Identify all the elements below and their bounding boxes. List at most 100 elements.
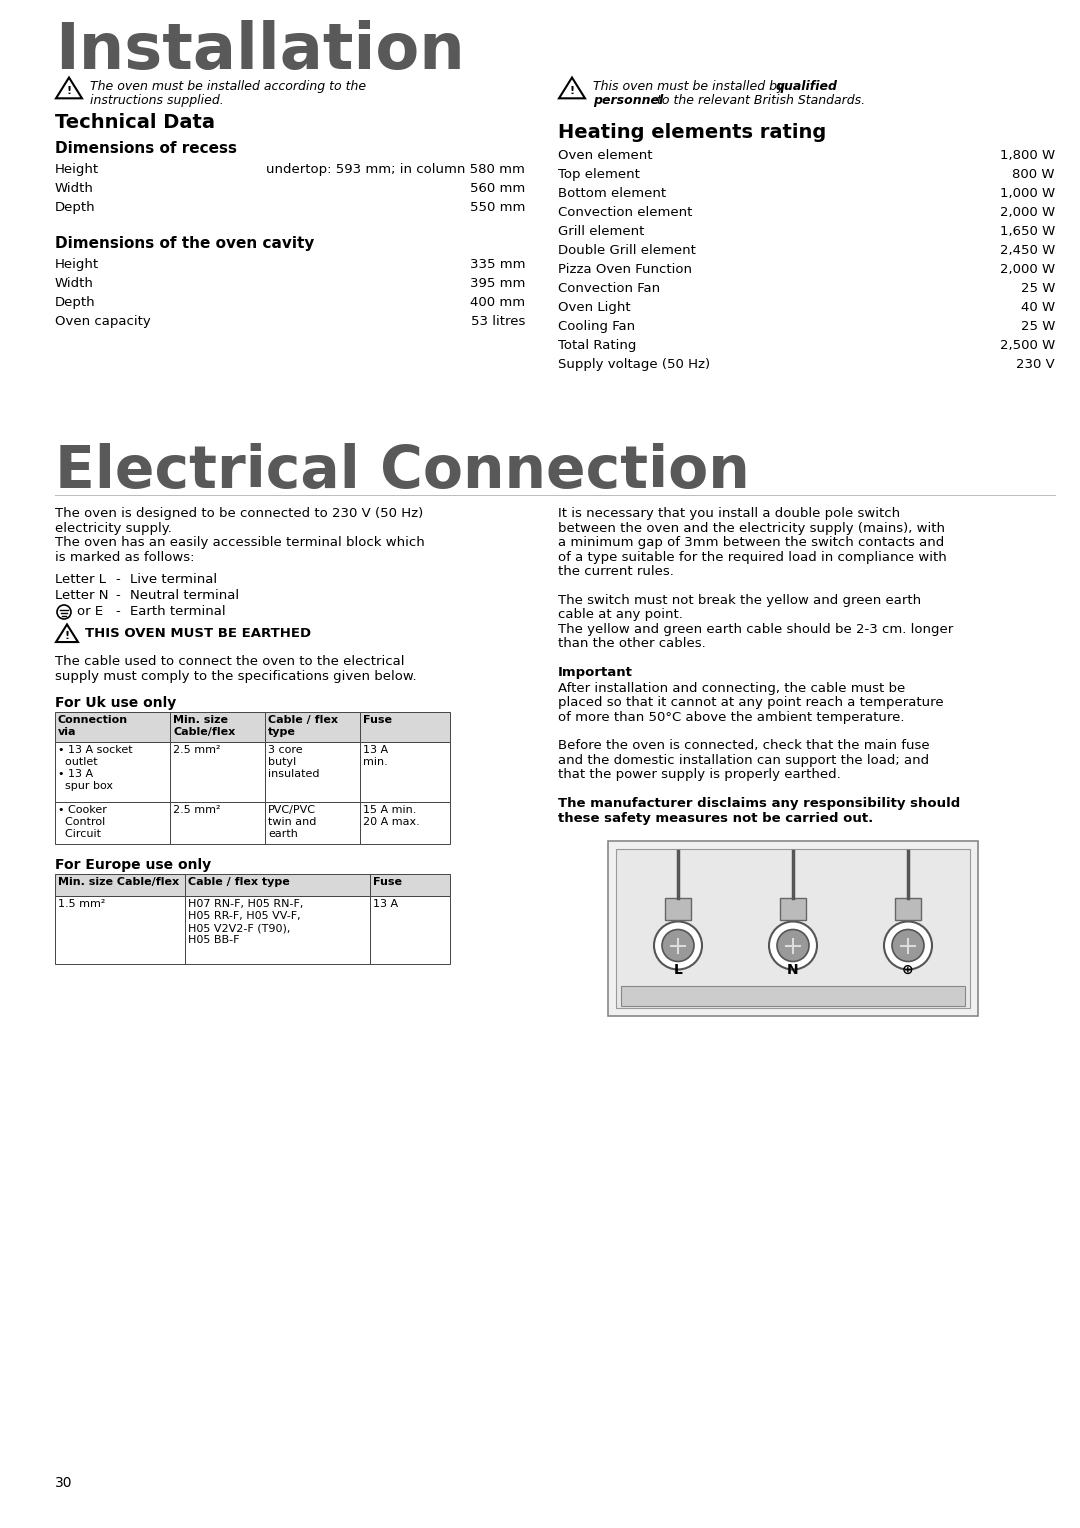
Text: This oven must be installed by: This oven must be installed by xyxy=(593,79,788,93)
Text: 1,650 W: 1,650 W xyxy=(1000,225,1055,238)
FancyBboxPatch shape xyxy=(370,895,450,964)
FancyBboxPatch shape xyxy=(185,895,370,964)
Text: 30: 30 xyxy=(55,1476,72,1490)
Text: • Cooker
  Control
  Circuit: • Cooker Control Circuit xyxy=(58,805,107,839)
Text: 550 mm: 550 mm xyxy=(470,202,525,214)
Text: Depth: Depth xyxy=(55,202,96,214)
Text: Oven Light: Oven Light xyxy=(558,301,631,313)
FancyBboxPatch shape xyxy=(55,743,170,802)
Text: 53 litres: 53 litres xyxy=(471,315,525,329)
FancyBboxPatch shape xyxy=(360,743,450,802)
FancyBboxPatch shape xyxy=(55,874,185,895)
Text: Convection Fan: Convection Fan xyxy=(558,283,660,295)
Text: 40 W: 40 W xyxy=(1021,301,1055,313)
Text: 13 A
min.: 13 A min. xyxy=(363,746,388,767)
Text: Depth: Depth xyxy=(55,296,96,309)
Text: Pizza Oven Function: Pizza Oven Function xyxy=(558,263,692,277)
Circle shape xyxy=(654,921,702,969)
Text: Neutral terminal: Neutral terminal xyxy=(130,588,239,602)
Text: the current rules.: the current rules. xyxy=(558,565,674,578)
Text: The switch must not break the yellow and green earth: The switch must not break the yellow and… xyxy=(558,593,921,607)
Text: Top element: Top element xyxy=(558,168,639,180)
Text: Double Grill element: Double Grill element xyxy=(558,244,696,257)
Text: Width: Width xyxy=(55,277,94,290)
Text: to the relevant British Standards.: to the relevant British Standards. xyxy=(653,95,865,107)
FancyBboxPatch shape xyxy=(55,802,170,843)
FancyBboxPatch shape xyxy=(265,743,360,802)
Text: Heating elements rating: Heating elements rating xyxy=(558,122,826,142)
FancyBboxPatch shape xyxy=(370,874,450,895)
Text: is marked as follows:: is marked as follows: xyxy=(55,550,194,564)
Text: PVC/PVC
twin and
earth: PVC/PVC twin and earth xyxy=(268,805,316,839)
Text: of more than 50°C above the ambient temperature.: of more than 50°C above the ambient temp… xyxy=(558,711,905,723)
Text: Width: Width xyxy=(55,182,94,196)
Text: 2,450 W: 2,450 W xyxy=(1000,244,1055,257)
FancyBboxPatch shape xyxy=(780,897,806,920)
Text: Oven element: Oven element xyxy=(558,150,652,162)
Text: Convection element: Convection element xyxy=(558,206,692,219)
Text: instructions supplied.: instructions supplied. xyxy=(90,95,224,107)
Circle shape xyxy=(662,929,694,961)
FancyBboxPatch shape xyxy=(360,802,450,843)
Text: these safety measures not be carried out.: these safety measures not be carried out… xyxy=(558,811,874,825)
Text: L: L xyxy=(674,963,683,976)
Text: • 13 A socket
  outlet
• 13 A
  spur box: • 13 A socket outlet • 13 A spur box xyxy=(58,746,133,792)
FancyBboxPatch shape xyxy=(55,895,185,964)
Text: Height: Height xyxy=(55,163,99,176)
Text: 2,000 W: 2,000 W xyxy=(1000,263,1055,277)
FancyBboxPatch shape xyxy=(360,712,450,743)
Text: qualified: qualified xyxy=(777,79,838,93)
Text: 25 W: 25 W xyxy=(1021,283,1055,295)
Text: Cooling Fan: Cooling Fan xyxy=(558,319,635,333)
Text: 1.5 mm²: 1.5 mm² xyxy=(58,898,106,909)
FancyBboxPatch shape xyxy=(170,802,265,843)
Text: Cable / flex type: Cable / flex type xyxy=(188,877,289,886)
Text: supply must comply to the specifications given below.: supply must comply to the specifications… xyxy=(55,669,417,683)
Text: -: - xyxy=(114,588,120,602)
Text: a minimum gap of 3mm between the switch contacts and: a minimum gap of 3mm between the switch … xyxy=(558,536,944,549)
Text: and the domestic installation can support the load; and: and the domestic installation can suppor… xyxy=(558,753,929,767)
Text: 560 mm: 560 mm xyxy=(470,182,525,196)
Text: Min. size Cable/flex: Min. size Cable/flex xyxy=(58,877,179,886)
Text: Min. size
Cable/flex: Min. size Cable/flex xyxy=(173,715,235,736)
Text: Earth terminal: Earth terminal xyxy=(130,605,226,617)
Text: The oven has an easily accessible terminal block which: The oven has an easily accessible termin… xyxy=(55,536,424,549)
Text: placed so that it cannot at any point reach a temperature: placed so that it cannot at any point re… xyxy=(558,695,944,709)
Text: Bottom element: Bottom element xyxy=(558,186,666,200)
Text: 2.5 mm²: 2.5 mm² xyxy=(173,805,220,814)
Text: The yellow and green earth cable should be 2-3 cm. longer: The yellow and green earth cable should … xyxy=(558,622,954,636)
FancyBboxPatch shape xyxy=(265,802,360,843)
Text: personnel: personnel xyxy=(593,95,663,107)
Text: After installation and connecting, the cable must be: After installation and connecting, the c… xyxy=(558,681,905,695)
FancyBboxPatch shape xyxy=(895,897,921,920)
Text: Supply voltage (50 Hz): Supply voltage (50 Hz) xyxy=(558,358,711,371)
Text: 2,500 W: 2,500 W xyxy=(1000,339,1055,351)
Text: cable at any point.: cable at any point. xyxy=(558,608,683,620)
Text: Dimensions of recess: Dimensions of recess xyxy=(55,141,237,156)
Text: Connection
via: Connection via xyxy=(58,715,129,736)
Text: Fuse: Fuse xyxy=(363,715,392,724)
Text: Technical Data: Technical Data xyxy=(55,113,215,131)
Text: 800 W: 800 W xyxy=(1013,168,1055,180)
Text: that the power supply is properly earthed.: that the power supply is properly earthe… xyxy=(558,769,840,781)
Text: 1,000 W: 1,000 W xyxy=(1000,186,1055,200)
Text: Cable / flex
type: Cable / flex type xyxy=(268,715,338,736)
Text: !: ! xyxy=(67,86,71,96)
Text: Installation: Installation xyxy=(55,20,464,83)
Text: 395 mm: 395 mm xyxy=(470,277,525,290)
Text: THIS OVEN MUST BE EARTHED: THIS OVEN MUST BE EARTHED xyxy=(85,626,311,640)
Text: Letter L: Letter L xyxy=(55,573,106,587)
Text: The manufacturer disclaims any responsibility should: The manufacturer disclaims any responsib… xyxy=(558,796,960,810)
Text: For Europe use only: For Europe use only xyxy=(55,859,211,872)
FancyBboxPatch shape xyxy=(621,986,966,1005)
Text: Letter N: Letter N xyxy=(55,588,108,602)
Circle shape xyxy=(885,921,932,969)
Text: H07 RN-F, H05 RN-F,
H05 RR-F, H05 VV-F,
H05 V2V2-F (T90),
H05 BB-F: H07 RN-F, H05 RN-F, H05 RR-F, H05 VV-F, … xyxy=(188,898,303,944)
Text: 2.5 mm²: 2.5 mm² xyxy=(173,746,220,755)
Text: 25 W: 25 W xyxy=(1021,319,1055,333)
Text: Total Rating: Total Rating xyxy=(558,339,636,351)
Text: Oven capacity: Oven capacity xyxy=(55,315,151,329)
Text: 1,800 W: 1,800 W xyxy=(1000,150,1055,162)
FancyBboxPatch shape xyxy=(265,712,360,743)
Circle shape xyxy=(769,921,816,969)
